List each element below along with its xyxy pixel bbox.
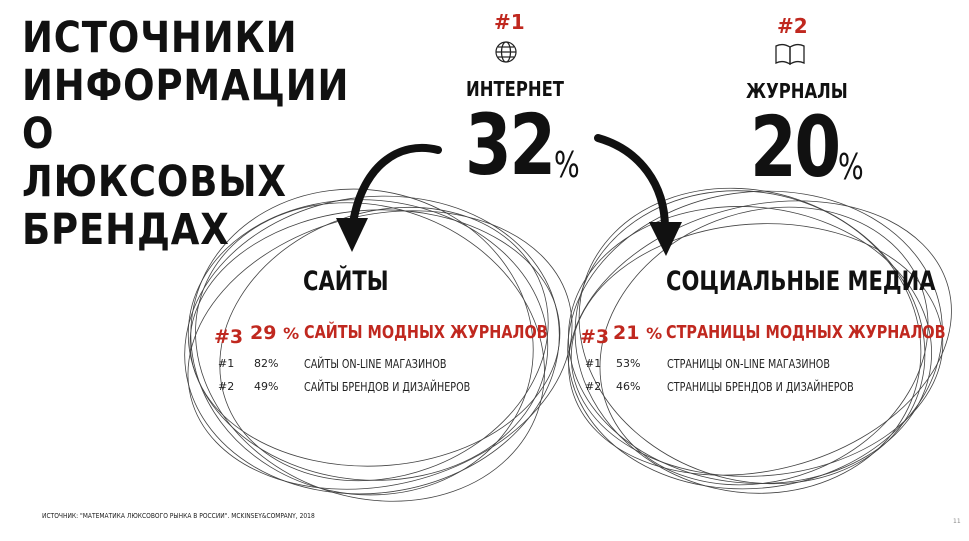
- social-top-label: СТРАНИЦЫ МОДНЫХ ЖУРНАЛОВ: [666, 322, 946, 343]
- social-row-1: #1 53% СТРАНИЦЫ ON-LINE МАГАЗИНОВ: [585, 357, 885, 373]
- social-row-1-value: 53%: [616, 357, 641, 370]
- sites-row-1-value: 82%: [254, 357, 279, 370]
- left-arrow-icon: [336, 143, 442, 252]
- social-top-rank: #3: [580, 326, 610, 348]
- magazines-label: ЖУРНАЛЫ: [746, 79, 848, 103]
- social-row-2-value: 46%: [616, 380, 641, 393]
- internet-rank: #1: [494, 10, 525, 34]
- globe-icon: [494, 40, 518, 68]
- sites-top-row: #3 29 % САЙТЫ МОДНЫХ ЖУРНАЛОВ: [214, 322, 548, 348]
- social-row-2: #2 46% СТРАНИЦЫ БРЕНДОВ И ДИЗАЙНЕРОВ: [585, 380, 885, 396]
- internet-unit: %: [554, 145, 580, 186]
- sites-top-label: САЙТЫ МОДНЫХ ЖУРНАЛОВ: [304, 322, 548, 343]
- sites-row-2: #2 49% САЙТЫ БРЕНДОВ И ДИЗАЙНЕРОВ: [218, 380, 518, 396]
- sites-top-value: 29 %: [250, 322, 300, 344]
- sites-row-1: #1 82% САЙТЫ ON-LINE МАГАЗИНОВ: [218, 357, 518, 373]
- sites-row-2-label: САЙТЫ БРЕНДОВ И ДИЗАЙНЕРОВ: [304, 380, 471, 394]
- sites-top-rank: #3: [214, 326, 244, 348]
- magazines-value: 20: [750, 98, 841, 196]
- title-line-3: О ЛЮКСОВЫХ: [22, 109, 287, 207]
- sites-row-2-value: 49%: [254, 380, 279, 393]
- title-line-1: ИСТОЧНИКИ: [22, 13, 298, 63]
- internet-value: 32: [465, 96, 556, 194]
- page-title: ИСТОЧНИКИ ИНФОРМАЦИИ О ЛЮКСОВЫХ БРЕНДАХ: [22, 13, 350, 255]
- left-scribble-circle: [184, 188, 573, 502]
- social-row-1-label: СТРАНИЦЫ ON-LINE МАГАЗИНОВ: [667, 357, 830, 371]
- social-title: СОЦИАЛЬНЫЕ МЕДИА: [666, 266, 936, 297]
- sites-row-2-rank: #2: [218, 380, 235, 393]
- right-scribble-circle: [567, 187, 952, 494]
- social-top-row: #3 21 % СТРАНИЦЫ МОДНЫХ ЖУРНАЛОВ: [580, 322, 946, 348]
- social-top-value: 21 %: [613, 322, 663, 344]
- social-row-2-rank: #2: [585, 380, 602, 393]
- source-note: ИСТОЧНИК: "МАТЕМАТИКА ЛЮКСОВОГО РЫНКА В …: [42, 512, 315, 520]
- sites-title: САЙТЫ: [303, 266, 389, 297]
- social-row-2-label: СТРАНИЦЫ БРЕНДОВ И ДИЗАЙНЕРОВ: [667, 380, 854, 394]
- book-icon: [774, 42, 806, 70]
- sites-row-1-label: САЙТЫ ON-LINE МАГАЗИНОВ: [304, 357, 447, 371]
- magazines-rank: #2: [777, 14, 808, 38]
- sites-row-1-rank: #1: [218, 357, 235, 370]
- social-row-1-rank: #1: [585, 357, 602, 370]
- page-number: 11: [953, 518, 961, 525]
- magazines-unit: %: [838, 147, 864, 188]
- title-line-4: БРЕНДАХ: [22, 205, 230, 255]
- right-arrow-icon: [594, 134, 682, 256]
- title-line-2: ИНФОРМАЦИИ: [22, 61, 350, 111]
- internet-label: ИНТЕРНЕТ: [466, 77, 564, 101]
